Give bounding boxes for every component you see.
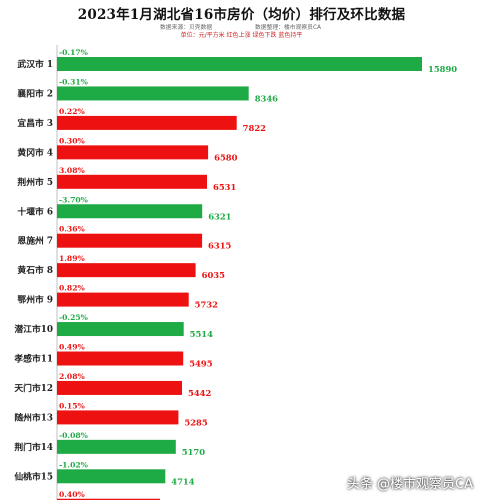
change-label: -1.02% — [59, 460, 89, 469]
bar — [57, 115, 237, 130]
bar — [57, 204, 203, 219]
change-label: 0.22% — [59, 107, 85, 116]
value-label: 6531 — [213, 182, 236, 192]
change-label: 0.30% — [59, 136, 85, 145]
unit-and-color-legend: 单位：元/平方米 红色上涨 绿色下跌 蓝色持平 — [180, 32, 303, 39]
category-label: 襄阳市 2 — [16, 87, 53, 99]
bar — [57, 469, 166, 484]
watermark: 头条 @楼市观察员CA — [346, 477, 473, 492]
category-label: 天门市12 — [14, 382, 53, 394]
bar — [57, 57, 422, 71]
category-label: 鄂州市 9 — [17, 294, 53, 306]
value-label: 7822 — [243, 123, 266, 133]
change-label: -0.25% — [59, 313, 89, 322]
bar — [57, 174, 207, 189]
data-editor-note: 数据整理：楼市观察员CA — [255, 25, 321, 31]
data-source-note: 数据来源：贝壳数据 — [160, 25, 213, 31]
bar — [57, 233, 203, 248]
bar — [57, 292, 189, 307]
bar — [57, 145, 209, 160]
value-label: 6035 — [202, 270, 225, 280]
change-label: -3.70% — [59, 195, 89, 204]
value-label: 6315 — [208, 241, 231, 251]
value-label: 5732 — [195, 300, 218, 310]
change-label: 0.82% — [59, 284, 85, 293]
value-label: 5285 — [184, 417, 207, 427]
category-label: 孝感市11 — [13, 353, 53, 365]
bar — [57, 439, 176, 454]
change-label: 3.08% — [59, 166, 85, 175]
category-label: 仙桃市15 — [14, 470, 53, 482]
value-label: 5442 — [188, 388, 211, 398]
bar — [57, 322, 184, 337]
change-label: 0.36% — [59, 225, 85, 234]
category-label: 十堰市 6 — [17, 205, 53, 217]
category-label: 荆州市 5 — [17, 176, 53, 188]
category-label: 荆门市14 — [14, 441, 53, 453]
value-label: 5495 — [189, 359, 212, 369]
bar — [57, 498, 160, 500]
bar — [57, 380, 182, 395]
change-label: -0.31% — [59, 77, 89, 86]
value-label: 5170 — [182, 447, 205, 457]
category-label: 武汉市 1 — [17, 58, 53, 70]
change-label: 2.08% — [59, 372, 85, 381]
category-label: 黄冈市 4 — [17, 146, 53, 158]
value-label: 8346 — [255, 93, 278, 103]
bar — [57, 263, 196, 278]
value-label: 6580 — [214, 152, 237, 162]
value-label: 15890 — [428, 64, 457, 74]
change-label: 0.40% — [59, 490, 85, 499]
category-label: 随州市13 — [14, 411, 53, 423]
bar — [57, 86, 249, 101]
value-label: 5514 — [190, 329, 213, 339]
chart-title: 2023年1月湖北省16市房价（均价）排行及环比数据 — [77, 7, 406, 23]
category-label: 宜昌市 3 — [17, 117, 53, 129]
value-label: 6321 — [208, 211, 231, 221]
bar — [57, 351, 184, 366]
bar — [57, 410, 179, 425]
category-label: 黄石市 8 — [17, 264, 53, 276]
category-label: 潜江市10 — [14, 323, 53, 335]
change-label: 0.15% — [59, 401, 85, 410]
category-label: 恩施州 7 — [17, 235, 53, 247]
change-label: -0.17% — [59, 48, 89, 57]
change-label: 1.89% — [59, 254, 85, 263]
change-label: 0.49% — [59, 343, 85, 352]
value-label: 4714 — [171, 476, 194, 486]
change-label: -0.08% — [59, 431, 89, 440]
